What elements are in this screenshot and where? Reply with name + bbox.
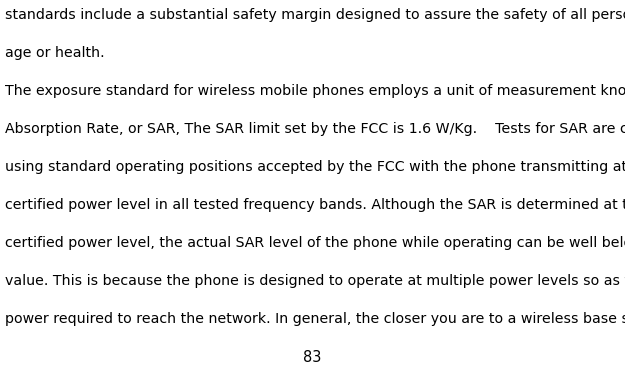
Text: The exposure standard for wireless mobile phones employs a unit of measurement k: The exposure standard for wireless mobil…: [5, 84, 625, 98]
Text: certified power level in all tested frequency bands. Although the SAR is determi: certified power level in all tested freq…: [5, 198, 625, 212]
Text: value. This is because the phone is designed to operate at multiple power levels: value. This is because the phone is desi…: [5, 274, 625, 288]
Text: certified power level, the actual SAR level of the phone while operating can be : certified power level, the actual SAR le…: [5, 236, 625, 250]
Text: using standard operating positions accepted by the FCC with the phone transmitti: using standard operating positions accep…: [5, 160, 625, 174]
Text: age or health.: age or health.: [5, 46, 104, 60]
Text: standards include a substantial safety margin designed to assure the safety of a: standards include a substantial safety m…: [5, 8, 625, 22]
Text: 83: 83: [303, 350, 322, 365]
Text: Absorption Rate, or SAR, The SAR limit set by the FCC is 1.6 W/Kg.    Tests for : Absorption Rate, or SAR, The SAR limit s…: [5, 122, 625, 136]
Text: power required to reach the network. In general, the closer you are to a wireles: power required to reach the network. In …: [5, 312, 625, 326]
